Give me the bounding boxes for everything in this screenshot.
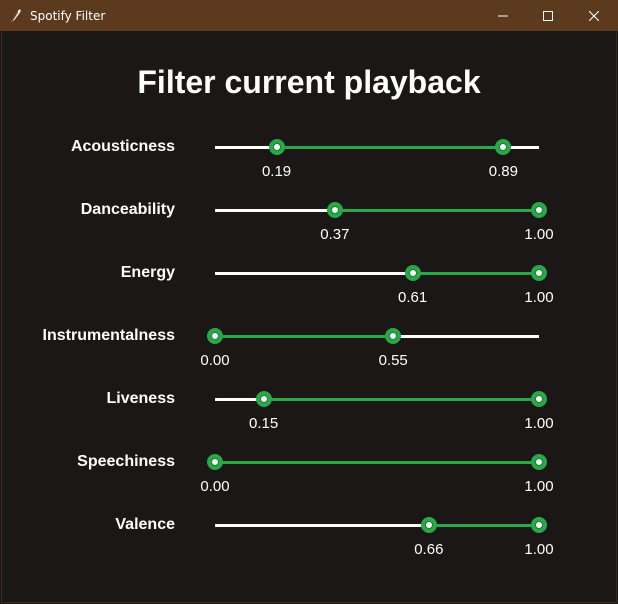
minimize-button[interactable] [480, 0, 526, 31]
slider-handle-low[interactable] [268, 139, 285, 155]
slider-label: Danceability [80, 201, 175, 218]
slider-handle-high[interactable] [495, 139, 512, 155]
main-panel [1, 31, 617, 603]
slider-label: Acousticness [70, 138, 175, 155]
slider-value-high: 1.00 [524, 226, 554, 243]
slider-value-high: 1.00 [524, 289, 554, 306]
close-icon [589, 10, 599, 21]
minimize-icon [498, 15, 508, 16]
slider-handle-low[interactable] [326, 202, 343, 218]
page-title: Filter current playback [137, 64, 481, 100]
slider-handle-high[interactable] [385, 328, 402, 344]
slider-range-fill [334, 209, 539, 212]
slider-range-fill [428, 524, 539, 527]
slider-value-high: 1.00 [524, 478, 554, 495]
window-title: Spotify Filter [30, 9, 106, 23]
feather-icon [11, 9, 21, 22]
slider-label: Instrumentalness [42, 327, 175, 344]
slider-label: Energy [120, 264, 175, 281]
slider-handle-high[interactable] [531, 454, 547, 470]
slider-value-low: 0.00 [200, 478, 230, 495]
slider-value-high: 1.00 [524, 415, 554, 432]
title-bar: Spotify Filter [0, 0, 618, 31]
slider-handle-high[interactable] [531, 391, 547, 407]
slider-value-low: 0.00 [200, 352, 230, 369]
slider-label: Speechiness [77, 453, 175, 470]
slider-label: Liveness [106, 390, 175, 407]
slider-handle-high[interactable] [531, 517, 547, 533]
slider-range-fill [276, 146, 504, 149]
slider-value-high: 0.89 [488, 163, 518, 180]
slider-handle-high[interactable] [531, 265, 547, 281]
slider-value-low: 0.15 [248, 415, 279, 432]
slider-value-low: 0.19 [261, 163, 292, 180]
slider-range-fill [215, 461, 539, 464]
slider-range-fill [412, 272, 539, 275]
maximize-button[interactable] [525, 0, 571, 31]
slider-range-fill [263, 398, 539, 401]
slider-handle-low[interactable] [420, 517, 437, 533]
slider-label: Valence [115, 516, 175, 533]
slider-handle-low[interactable] [404, 265, 421, 281]
slider-handle-high[interactable] [531, 202, 547, 218]
slider-value-high: 1.00 [524, 541, 554, 558]
slider-range-fill [215, 335, 394, 338]
slider-handle-low[interactable] [255, 391, 272, 407]
slider-handle-low[interactable] [207, 328, 223, 344]
slider-handle-low[interactable] [207, 454, 223, 470]
slider-track[interactable] [215, 272, 539, 275]
slider-value-low: 0.37 [320, 226, 350, 243]
slider-value-low: 0.66 [414, 541, 444, 558]
slider-track[interactable] [215, 524, 539, 527]
slider-value-low: 0.61 [398, 289, 428, 306]
close-button[interactable] [571, 0, 617, 31]
slider-value-high: 0.55 [378, 352, 408, 369]
maximize-icon [543, 10, 553, 21]
